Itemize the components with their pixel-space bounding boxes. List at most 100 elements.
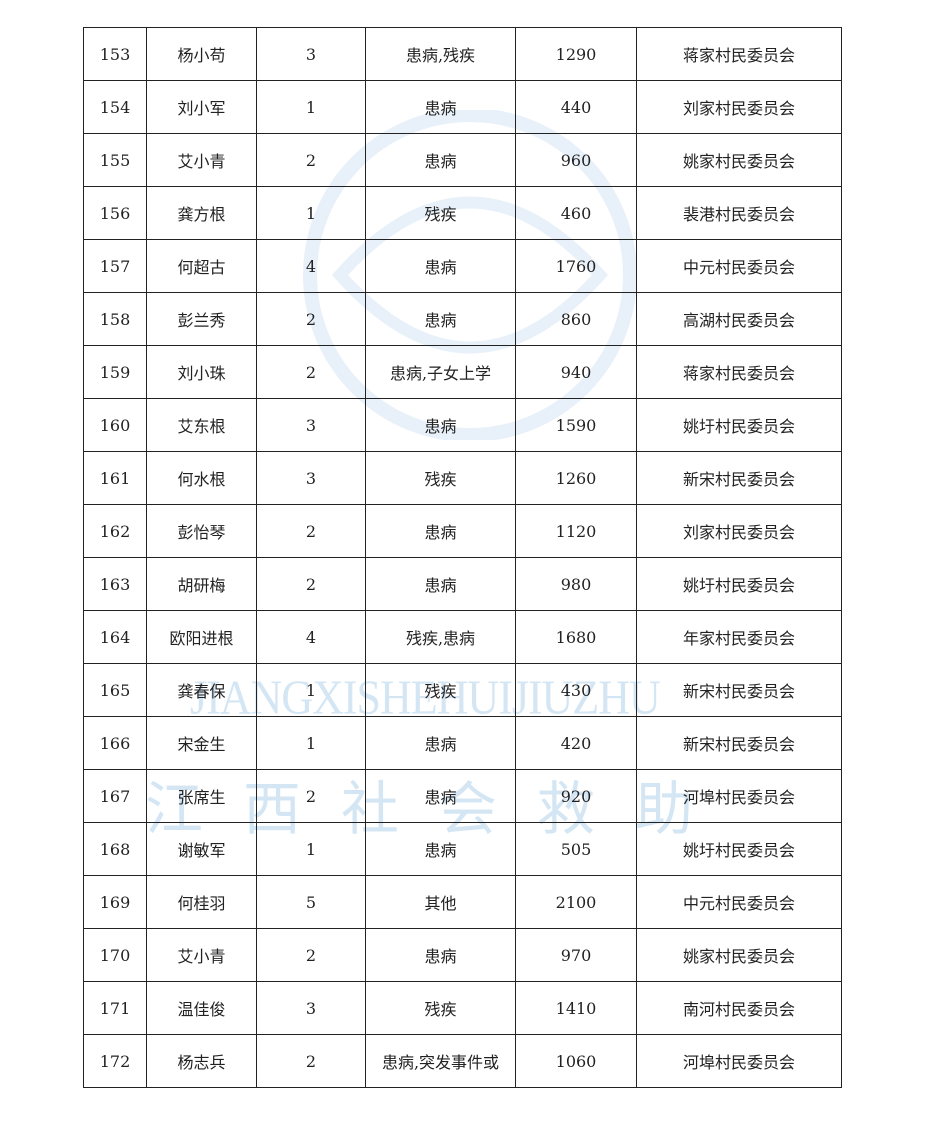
name-cell: 杨志兵 — [146, 1034, 257, 1088]
village-committee-cell: 刘家村民委员会 — [636, 504, 842, 558]
name-cell: 杨小苟 — [146, 27, 257, 81]
table-row: 156 龚方根 1 残疾 460 裴港村民委员会 — [83, 186, 842, 240]
table-row: 160 艾东根 3 患病 1590 姚圩村民委员会 — [83, 398, 842, 452]
row-number-cell: 171 — [83, 981, 147, 1035]
row-number-cell: 153 — [83, 27, 147, 81]
table-row: 171 温佳俊 3 残疾 1410 南河村民委员会 — [83, 981, 842, 1035]
village-committee-cell: 高湖村民委员会 — [636, 292, 842, 346]
household-size-cell: 2 — [256, 504, 366, 558]
household-size-cell: 2 — [256, 133, 366, 187]
village-committee-cell: 姚家村民委员会 — [636, 133, 842, 187]
reason-cell: 残疾,患病 — [365, 610, 516, 664]
village-committee-cell: 新宋村民委员会 — [636, 451, 842, 505]
household-size-cell: 2 — [256, 345, 366, 399]
amount-cell: 1590 — [515, 398, 637, 452]
table-row: 161 何水根 3 残疾 1260 新宋村民委员会 — [83, 451, 842, 505]
reason-cell: 其他 — [365, 875, 516, 929]
household-size-cell: 4 — [256, 610, 366, 664]
row-number-cell: 155 — [83, 133, 147, 187]
amount-cell: 1120 — [515, 504, 637, 558]
amount-cell: 860 — [515, 292, 637, 346]
reason-cell: 患病 — [365, 822, 516, 876]
row-number-cell: 159 — [83, 345, 147, 399]
village-committee-cell: 中元村民委员会 — [636, 239, 842, 293]
table-row: 163 胡研梅 2 患病 980 姚圩村民委员会 — [83, 557, 842, 611]
household-size-cell: 3 — [256, 27, 366, 81]
row-number-cell: 167 — [83, 769, 147, 823]
village-committee-cell: 蒋家村民委员会 — [636, 345, 842, 399]
table-row: 172 杨志兵 2 患病,突发事件或 1060 河埠村民委员会 — [83, 1034, 842, 1088]
reason-cell: 患病 — [365, 504, 516, 558]
table-row: 154 刘小军 1 患病 440 刘家村民委员会 — [83, 80, 842, 134]
amount-cell: 1680 — [515, 610, 637, 664]
name-cell: 刘小珠 — [146, 345, 257, 399]
row-number-cell: 161 — [83, 451, 147, 505]
village-committee-cell: 姚圩村民委员会 — [636, 557, 842, 611]
table-row: 159 刘小珠 2 患病,子女上学 940 蒋家村民委员会 — [83, 345, 842, 399]
reason-cell: 患病 — [365, 928, 516, 982]
village-committee-cell: 河埠村民委员会 — [636, 769, 842, 823]
table-row: 162 彭怡琴 2 患病 1120 刘家村民委员会 — [83, 504, 842, 558]
household-size-cell: 2 — [256, 557, 366, 611]
row-number-cell: 172 — [83, 1034, 147, 1088]
amount-cell: 460 — [515, 186, 637, 240]
amount-cell: 420 — [515, 716, 637, 770]
amount-cell: 940 — [515, 345, 637, 399]
table-row: 167 张席生 2 患病 920 河埠村民委员会 — [83, 769, 842, 823]
name-cell: 艾东根 — [146, 398, 257, 452]
amount-cell: 430 — [515, 663, 637, 717]
row-number-cell: 166 — [83, 716, 147, 770]
row-number-cell: 156 — [83, 186, 147, 240]
name-cell: 宋金生 — [146, 716, 257, 770]
household-size-cell: 3 — [256, 451, 366, 505]
row-number-cell: 154 — [83, 80, 147, 134]
name-cell: 谢敏军 — [146, 822, 257, 876]
reason-cell: 患病 — [365, 557, 516, 611]
village-committee-cell: 姚圩村民委员会 — [636, 398, 842, 452]
reason-cell: 患病 — [365, 133, 516, 187]
amount-cell: 960 — [515, 133, 637, 187]
row-number-cell: 163 — [83, 557, 147, 611]
village-committee-cell: 新宋村民委员会 — [636, 716, 842, 770]
row-number-cell: 165 — [83, 663, 147, 717]
village-committee-cell: 姚家村民委员会 — [636, 928, 842, 982]
reason-cell: 患病 — [365, 398, 516, 452]
village-committee-cell: 河埠村民委员会 — [636, 1034, 842, 1088]
household-size-cell: 1 — [256, 822, 366, 876]
table-row: 170 艾小青 2 患病 970 姚家村民委员会 — [83, 928, 842, 982]
amount-cell: 1410 — [515, 981, 637, 1035]
name-cell: 彭兰秀 — [146, 292, 257, 346]
village-committee-cell: 姚圩村民委员会 — [636, 822, 842, 876]
amount-cell: 440 — [515, 80, 637, 134]
name-cell: 何超古 — [146, 239, 257, 293]
village-committee-cell: 刘家村民委员会 — [636, 80, 842, 134]
row-number-cell: 157 — [83, 239, 147, 293]
village-committee-cell: 中元村民委员会 — [636, 875, 842, 929]
village-committee-cell: 年家村民委员会 — [636, 610, 842, 664]
reason-cell: 患病 — [365, 239, 516, 293]
name-cell: 张席生 — [146, 769, 257, 823]
name-cell: 何桂羽 — [146, 875, 257, 929]
name-cell: 温佳俊 — [146, 981, 257, 1035]
table-row: 158 彭兰秀 2 患病 860 高湖村民委员会 — [83, 292, 842, 346]
household-size-cell: 1 — [256, 80, 366, 134]
row-number-cell: 162 — [83, 504, 147, 558]
row-number-cell: 169 — [83, 875, 147, 929]
amount-cell: 1290 — [515, 27, 637, 81]
village-committee-cell: 裴港村民委员会 — [636, 186, 842, 240]
name-cell: 彭怡琴 — [146, 504, 257, 558]
amount-cell: 505 — [515, 822, 637, 876]
reason-cell: 残疾 — [365, 451, 516, 505]
village-committee-cell: 南河村民委员会 — [636, 981, 842, 1035]
amount-cell: 1260 — [515, 451, 637, 505]
row-number-cell: 170 — [83, 928, 147, 982]
table-row: 168 谢敏军 1 患病 505 姚圩村民委员会 — [83, 822, 842, 876]
table-row: 166 宋金生 1 患病 420 新宋村民委员会 — [83, 716, 842, 770]
village-committee-cell: 蒋家村民委员会 — [636, 27, 842, 81]
household-size-cell: 1 — [256, 186, 366, 240]
name-cell: 龚方根 — [146, 186, 257, 240]
amount-cell: 1060 — [515, 1034, 637, 1088]
household-size-cell: 1 — [256, 663, 366, 717]
table-row: 165 龚春保 1 残疾 430 新宋村民委员会 — [83, 663, 842, 717]
row-number-cell: 164 — [83, 610, 147, 664]
